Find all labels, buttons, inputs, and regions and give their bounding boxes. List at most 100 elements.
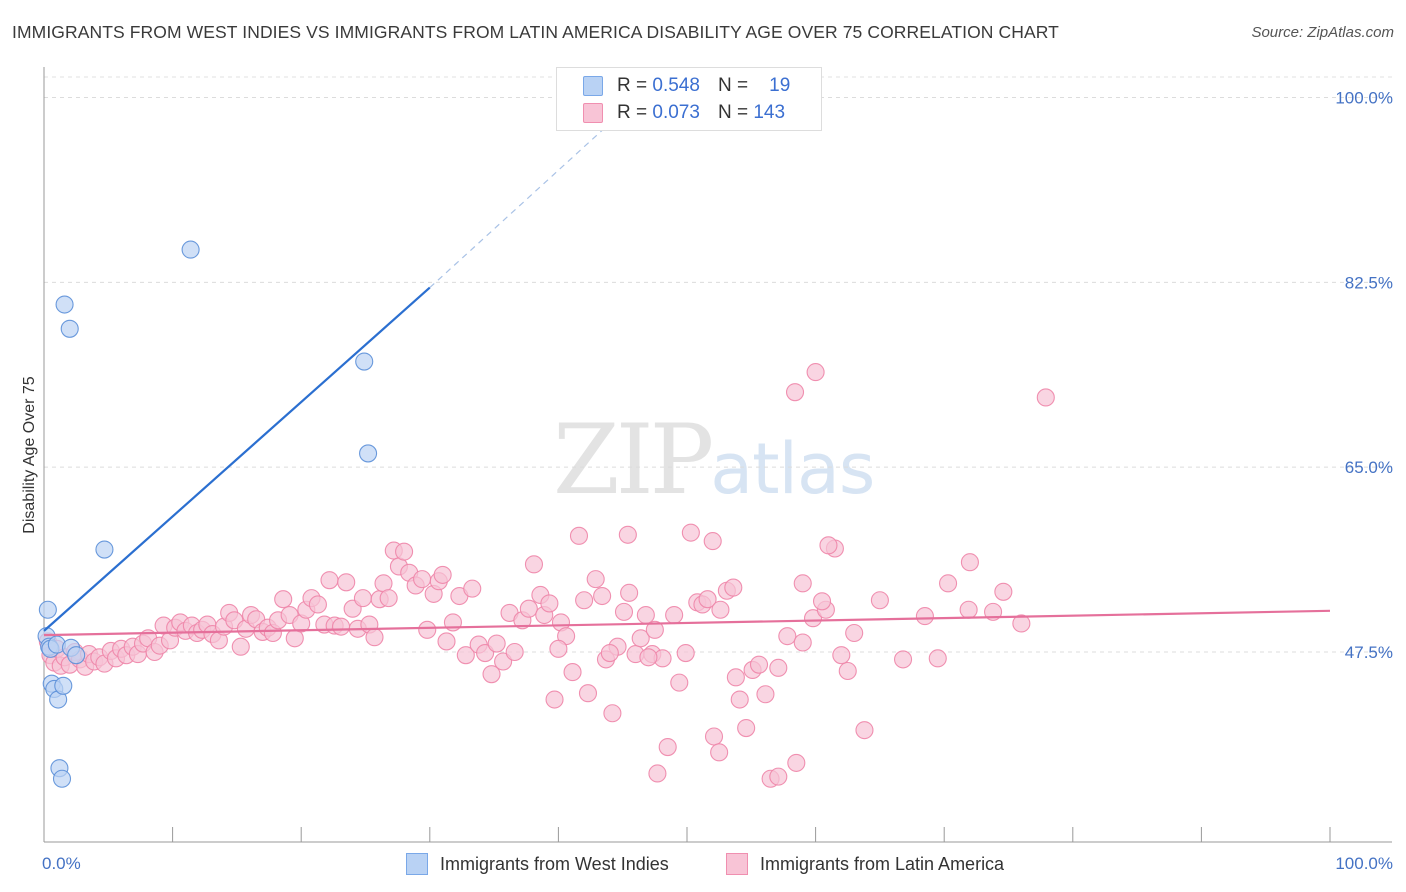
legend-swatch-latin-america	[583, 103, 603, 123]
data-point	[545, 690, 564, 709]
legend-n-value: 143	[753, 102, 786, 123]
data-point	[1036, 388, 1055, 407]
data-point	[437, 632, 456, 651]
data-point	[52, 769, 72, 788]
bottom-legend-latin-america: Immigrants from Latin America	[726, 852, 1004, 876]
legend-row-west-indies: R = 0.548 N = 19	[583, 74, 790, 98]
data-point	[505, 642, 524, 662]
data-point	[413, 570, 432, 589]
data-point	[806, 363, 825, 382]
data-point	[620, 583, 639, 602]
legend-r-label: R =	[617, 75, 648, 96]
data-point	[724, 578, 743, 597]
legend-r-value: 0.073	[652, 102, 700, 123]
data-point	[631, 629, 650, 648]
data-point	[793, 574, 812, 593]
y-axis-title: Disability Age Over 75	[21, 376, 38, 534]
bottom-legend-swatch-west-indies	[406, 853, 428, 875]
data-point	[618, 525, 637, 544]
data-point	[793, 633, 812, 652]
data-point	[463, 579, 482, 598]
data-point	[95, 540, 114, 559]
data-point	[756, 685, 775, 704]
data-point	[456, 646, 475, 665]
legend: R = 0.548 N = 19 R = 0.073 N = 143	[556, 67, 822, 131]
bottom-legend-west-indies: Immigrants from West Indies	[406, 852, 669, 876]
data-point	[730, 690, 749, 709]
y-tick-label: 100.0%	[1335, 89, 1393, 108]
data-point	[418, 620, 437, 639]
data-point	[645, 620, 664, 639]
legend-row-latin-america: R = 0.073 N = 143	[583, 101, 785, 125]
y-tick-label: 82.5%	[1345, 273, 1393, 292]
data-point	[337, 573, 356, 592]
data-point	[812, 592, 832, 611]
data-point	[803, 609, 823, 628]
legend-r-value: 0.548	[652, 75, 700, 96]
data-point	[332, 617, 351, 636]
data-point	[353, 589, 372, 608]
data-point	[569, 526, 589, 545]
data-point	[60, 319, 79, 338]
data-point	[636, 605, 655, 625]
data-point	[355, 352, 374, 371]
data-point	[994, 582, 1013, 601]
data-point	[575, 591, 594, 610]
data-point	[614, 602, 634, 621]
data-point	[54, 676, 73, 695]
data-point	[231, 637, 250, 656]
data-point	[540, 594, 559, 613]
legend-n-value: 19	[769, 75, 791, 96]
data-point	[785, 383, 805, 402]
x-tick-label: 100.0%	[1335, 854, 1393, 873]
data-point	[838, 661, 857, 681]
bottom-legend-label: Immigrants from West Indies	[440, 853, 669, 874]
grid-lines	[44, 76, 1392, 653]
data-point	[67, 646, 86, 665]
data-point	[778, 627, 797, 646]
data-point	[379, 589, 398, 608]
data-point	[769, 767, 788, 786]
chart-title: IMMIGRANTS FROM WEST INDIES VS IMMIGRANT…	[12, 22, 1059, 42]
data-point	[845, 623, 864, 643]
data-point	[181, 240, 200, 259]
data-point	[928, 649, 947, 668]
data-point	[395, 542, 414, 561]
data-point	[870, 591, 889, 610]
data-point	[710, 743, 729, 762]
trend-line-latin-america	[43, 609, 1331, 637]
trend-line-west-indies-extension	[429, 128, 604, 289]
series-west-indies-points	[37, 240, 378, 788]
axes	[43, 67, 1392, 843]
y-tick-label: 47.5%	[1345, 643, 1393, 662]
data-point	[648, 764, 667, 783]
data-point	[749, 655, 769, 674]
data-point	[726, 668, 745, 687]
data-point	[915, 607, 934, 626]
data-point	[274, 590, 293, 609]
trend-lines	[43, 128, 1331, 637]
data-point	[819, 536, 838, 555]
data-point	[676, 644, 695, 663]
legend-n-label: N =	[717, 75, 749, 96]
data-point	[519, 599, 538, 618]
data-point	[959, 600, 978, 619]
data-point	[549, 639, 568, 658]
data-point	[38, 600, 57, 619]
data-point	[832, 646, 851, 665]
data-point	[482, 665, 501, 684]
legend-n-label: N =	[717, 102, 749, 123]
data-point	[320, 571, 339, 590]
data-point	[698, 590, 717, 609]
data-point	[359, 444, 378, 463]
data-point	[593, 586, 612, 606]
x-tick-label: 0.0%	[42, 854, 81, 873]
data-point	[960, 553, 979, 572]
data-point	[524, 555, 544, 574]
data-point	[769, 658, 788, 677]
data-point	[681, 523, 700, 542]
data-point	[939, 574, 958, 593]
data-point	[308, 595, 327, 614]
data-point	[737, 718, 756, 738]
